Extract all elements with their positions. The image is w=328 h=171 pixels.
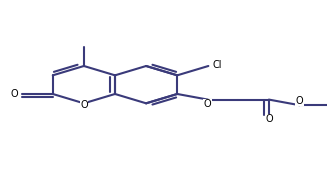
- Text: O: O: [296, 96, 303, 106]
- Text: Cl: Cl: [212, 60, 222, 70]
- Text: O: O: [80, 100, 88, 110]
- Text: O: O: [10, 89, 18, 99]
- Text: O: O: [265, 114, 273, 124]
- Text: O: O: [204, 99, 212, 109]
